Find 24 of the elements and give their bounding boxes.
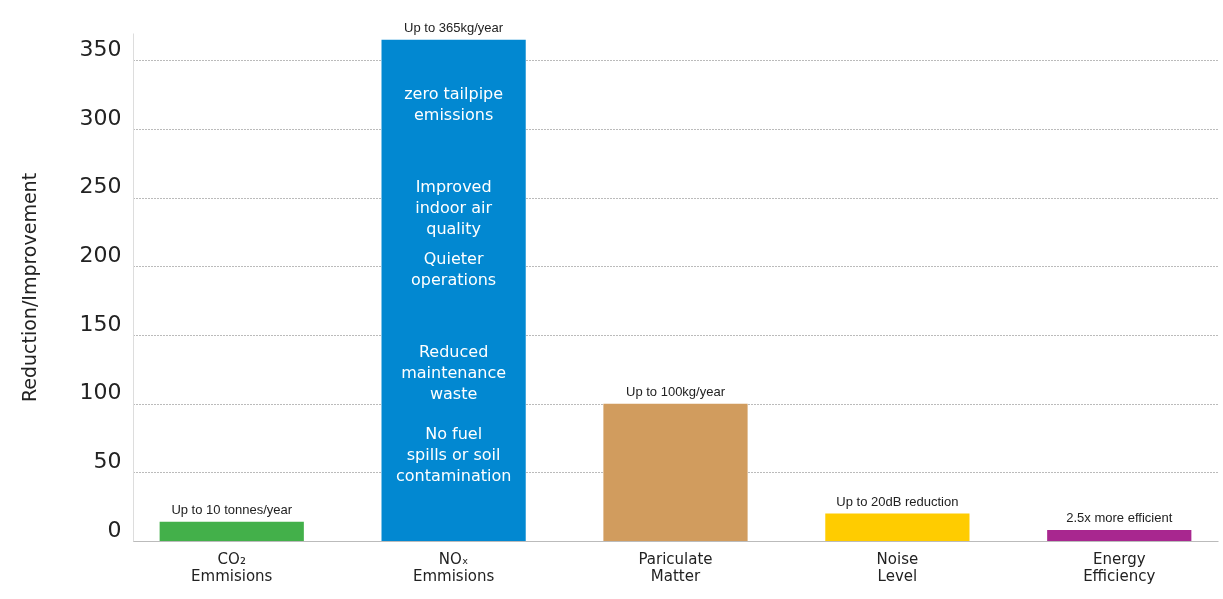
y-tick-label: 100 [79,379,122,405]
x-tick-label: Pariculate Matter [638,549,713,585]
annotation: Improved indoor air quality [415,177,493,238]
x-tick-label: Energy Efficiency [1083,549,1156,585]
y-tick-label: 250 [79,173,122,199]
y-tick-label: 200 [79,241,122,267]
annotation: Reduced maintenance waste [401,342,507,403]
x-tick-label: CO₂ Emmisions [191,549,273,585]
annotation: Up to 20dB reduction [836,493,959,509]
y-tick-label: 50 [93,447,122,473]
annotation: Up to 10 tonnes/year [171,501,293,517]
annotation: Up to 365kg/year [404,19,504,35]
x-tick-label: NOₓ Emmisions [412,549,495,585]
annotation: zero tailpipe emissions [404,84,504,124]
annotation: 2.5x more efficient [1066,510,1173,526]
x-tick-label: Noise Level [876,549,919,585]
y-tick-label: 350 [79,35,122,61]
y-tick-label: 300 [79,104,122,130]
annotation: Quieter operations [411,249,497,289]
y-axis-title: Reduction/Improvement [17,172,40,403]
annotation: No fuel spills or soil contamination [395,424,512,485]
y-tick-label: 0 [107,516,122,542]
annotation: Up to 100kg/year [625,383,726,399]
y-tick-label: 150 [79,310,122,336]
